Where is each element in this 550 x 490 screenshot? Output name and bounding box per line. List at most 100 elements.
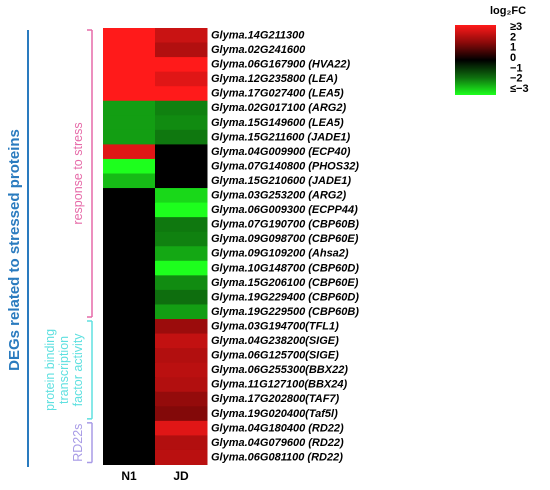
heatmap-cell	[103, 28, 156, 44]
heatmap-cell	[103, 362, 156, 378]
heatmap-cell	[103, 71, 156, 87]
heatmap-cell	[155, 304, 208, 320]
row-label: Glyma.06G081100 (RD22)	[211, 451, 343, 463]
row-label: Glyma.19G229400 (CBP60D)	[211, 291, 359, 303]
legend-tick-label: ≥3	[510, 21, 522, 33]
heatmap-cell	[103, 100, 156, 116]
legend-tick-label: −2	[510, 73, 523, 85]
row-label: Glyma.19G229500 (CBP60B)	[211, 306, 359, 318]
row-label: Glyma.02G017100 (ARG2)	[211, 102, 346, 114]
heatmap-cell	[155, 100, 208, 116]
row-label: Glyma.11G127100(BBX24)	[211, 379, 347, 391]
heatmap-cell	[103, 144, 156, 160]
left-axis-label: DEGs related to stressed proteins	[6, 129, 23, 371]
row-label: Glyma.02G241600	[211, 44, 306, 56]
heatmap-cell	[155, 144, 208, 160]
row-label: Glyma.07G190700 (CBP60B)	[211, 219, 359, 231]
heatmap-cell	[155, 42, 208, 58]
heatmap-cell	[155, 57, 208, 73]
heatmap-cell	[103, 420, 156, 436]
row-label: Glyma.09G109200 (Ahsa2)	[211, 248, 349, 260]
heatmap-cell	[155, 246, 208, 262]
legend-tick-label: 0	[510, 52, 516, 64]
heatmap-cell	[155, 188, 208, 204]
group-label: RD22s	[71, 424, 85, 462]
column-label: N1	[121, 469, 137, 483]
row-label: Glyma.06G125700(SIGE)	[211, 350, 339, 362]
heatmap-cell	[103, 377, 156, 393]
heatmap-cell	[155, 420, 208, 436]
heatmap-cell	[103, 289, 156, 305]
heatmap-cell	[103, 275, 156, 291]
heatmap-cell	[155, 158, 208, 174]
row-label: Glyma.15G211600 (JADE1)	[211, 131, 351, 143]
heatmap-cell	[155, 377, 208, 393]
heatmap-cell	[103, 202, 156, 218]
column-labels: N1 JD	[121, 469, 189, 483]
row-label: Glyma.17G202800(TAF7)	[211, 393, 340, 405]
row-label: Glyma.12G235800 (LEA)	[211, 73, 338, 85]
heatmap-cell	[103, 333, 156, 349]
heatmap-cell	[155, 289, 208, 305]
group-label: protein bindingtranscriptionfactor activ…	[43, 329, 85, 411]
row-label: Glyma.10G148700 (CBP60D)	[211, 262, 359, 274]
heatmap-cell	[103, 260, 156, 276]
legend-tick-label: 1	[510, 42, 516, 54]
heatmap-cell	[103, 42, 156, 58]
group-label: response to stress	[71, 122, 85, 224]
row-label: Glyma.03G194700(TFL1)	[211, 320, 339, 332]
heatmap-cell	[155, 391, 208, 407]
heatmap-cell	[103, 231, 156, 247]
heatmap-cell	[155, 202, 208, 218]
row-label: Glyma.07G140800 (PHOS32)	[211, 160, 359, 172]
heatmap-cell	[155, 231, 208, 247]
row-label: Glyma.06G255300(BBX22)	[211, 364, 348, 376]
row-label: Glyma.15G210600 (JADE1)	[211, 175, 351, 187]
heatmap-cells	[103, 28, 208, 465]
heatmap-cell	[155, 406, 208, 422]
legend-tick-label: ≤−3	[510, 83, 529, 95]
row-labels: Glyma.14G211300 Glyma.02G241600 Glyma.06G1…	[211, 29, 359, 463]
heatmap-cell	[103, 57, 156, 73]
row-label: Glyma.15G206100 (CBP60E)	[211, 277, 359, 289]
heatmap-cell	[155, 71, 208, 87]
heatmap-cell	[155, 129, 208, 145]
row-label: Glyma.19G020400(Taf5l)	[211, 408, 338, 420]
gene-group: protein bindingtranscriptionfactor activ…	[43, 320, 93, 420]
row-label: Glyma.06G167900 (HVA22)	[211, 59, 351, 71]
heatmap-cell	[103, 173, 156, 189]
legend-tick-label: −1	[510, 62, 523, 74]
gene-group: response to stress	[71, 29, 93, 318]
heatmap-cell	[103, 406, 156, 422]
column-label: JD	[173, 469, 189, 483]
heatmap-cell	[103, 246, 156, 262]
gene-group-annotations: response to stress protein bindingtranscr…	[43, 29, 93, 464]
heatmap-cell	[155, 173, 208, 189]
row-label: Glyma.17G027400 (LEA5)	[211, 88, 344, 100]
heatmap-cell	[155, 435, 208, 451]
heatmap-cell	[103, 449, 156, 465]
row-label: Glyma.04G180400 (RD22)	[211, 422, 344, 434]
legend-colorbar	[455, 25, 496, 95]
heatmap-cell	[103, 217, 156, 233]
heatmap-cell	[103, 115, 156, 131]
heatmap-cell	[155, 86, 208, 102]
row-label: Glyma.03G253200 (ARG2)	[211, 190, 346, 202]
row-label: Glyma.04G238200(SIGE)	[211, 335, 339, 347]
heatmap-cell	[103, 319, 156, 335]
heatmap-cell	[103, 188, 156, 204]
heatmap-cell	[103, 86, 156, 102]
heatmap-cell	[103, 158, 156, 174]
heatmap-cell	[155, 28, 208, 44]
heatmap-cell	[103, 435, 156, 451]
legend-title: log₂FC	[490, 5, 526, 17]
row-label: Glyma.04G079600 (RD22)	[211, 437, 344, 449]
legend-tick-label: 2	[510, 31, 516, 43]
heatmap-cell	[103, 391, 156, 407]
heatmap-cell	[155, 362, 208, 378]
heatmap-cell	[155, 217, 208, 233]
heatmap-cell	[155, 319, 208, 335]
row-label: Glyma.04G009900 (ECP40)	[211, 146, 351, 158]
